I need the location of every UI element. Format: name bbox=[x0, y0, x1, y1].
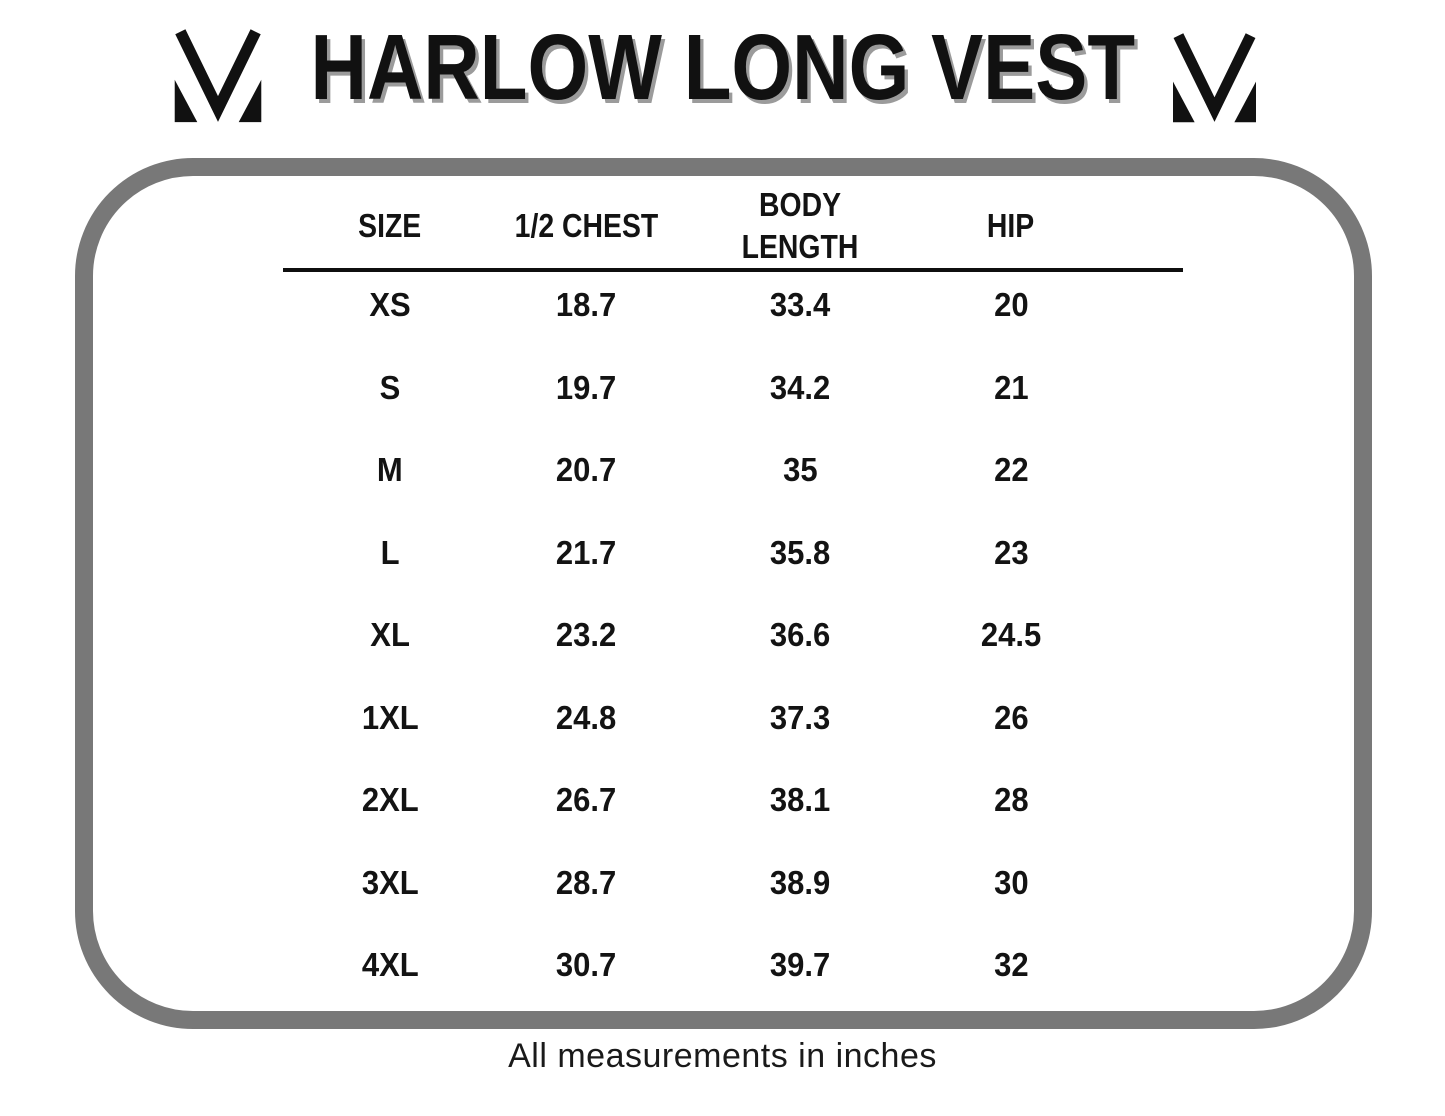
hip-cell: 32 bbox=[993, 946, 1029, 984]
hip-cell: 24.5 bbox=[980, 616, 1042, 654]
table-row: 3XL 28.7 38.9 30 bbox=[287, 842, 1101, 925]
hip-cell: 21 bbox=[993, 368, 1029, 406]
half-chest-cell: 18.7 bbox=[555, 286, 617, 324]
half-chest-cell: 21.7 bbox=[555, 533, 617, 571]
table-row: XS 18.7 33.4 20 bbox=[287, 264, 1101, 347]
body-length-cell: 33.4 bbox=[769, 286, 831, 324]
hip-cell: 28 bbox=[993, 781, 1029, 819]
table-body: XS 18.7 33.4 20 S 19.7 34.2 21 M 20.7 35 22 L 21.7 35.… bbox=[287, 264, 1101, 1007]
size-cell: S bbox=[379, 368, 401, 406]
table-row: 2XL 26.7 38.1 28 bbox=[287, 759, 1101, 842]
half-chest-cell: 23.2 bbox=[555, 616, 617, 654]
column-header-hip: HIP bbox=[987, 207, 1035, 244]
half-chest-cell: 19.7 bbox=[555, 368, 617, 406]
m-monogram-icon bbox=[1173, 33, 1256, 123]
half-chest-cell: 28.7 bbox=[555, 863, 617, 901]
size-cell: M bbox=[377, 451, 403, 489]
body-length-cell: 38.1 bbox=[769, 781, 831, 819]
table-row: M 20.7 35 22 bbox=[287, 429, 1101, 512]
size-cell: XS bbox=[369, 286, 411, 324]
column-header-size: SIZE bbox=[358, 207, 422, 244]
table-row: L 21.7 35.8 23 bbox=[287, 512, 1101, 595]
body-length-cell: 35.8 bbox=[769, 533, 831, 571]
size-cell: 3XL bbox=[361, 863, 419, 901]
hip-cell: 23 bbox=[993, 533, 1029, 571]
body-length-cell: 34.2 bbox=[769, 368, 831, 406]
body-length-cell: 35 bbox=[782, 451, 818, 489]
half-chest-cell: 20.7 bbox=[555, 451, 617, 489]
page-title-text: HARLOW LONG VEST bbox=[310, 15, 1135, 119]
hip-cell: 30 bbox=[993, 863, 1029, 901]
hip-cell: 26 bbox=[993, 698, 1029, 736]
m-monogram-icon bbox=[174, 29, 262, 123]
half-chest-cell: 24.8 bbox=[555, 698, 617, 736]
size-cell: L bbox=[380, 533, 400, 571]
table-frame-border bbox=[75, 158, 1372, 1029]
hip-cell: 22 bbox=[993, 451, 1029, 489]
size-cell: 2XL bbox=[361, 781, 419, 819]
body-length-cell: 38.9 bbox=[769, 863, 831, 901]
table-row: 4XL 30.7 39.7 32 bbox=[287, 924, 1101, 1007]
table-header-row: SIZE 1/2 CHEST BODY LENGTH HIP bbox=[287, 184, 1101, 266]
size-cell: XL bbox=[370, 616, 410, 654]
column-header-half-chest: 1/2 CHEST bbox=[514, 207, 658, 244]
table-row: XL 23.2 36.6 24.5 bbox=[287, 594, 1101, 677]
half-chest-cell: 26.7 bbox=[555, 781, 617, 819]
measurements-note: All measurements in inches bbox=[508, 1037, 937, 1075]
column-header-body-length: BODY LENGTH bbox=[741, 186, 859, 265]
hip-cell: 20 bbox=[993, 286, 1029, 324]
table-row: S 19.7 34.2 21 bbox=[287, 347, 1101, 430]
table-row: 1XL 24.8 37.3 26 bbox=[287, 677, 1101, 760]
size-cell: 4XL bbox=[361, 946, 419, 984]
body-length-cell: 37.3 bbox=[769, 698, 831, 736]
size-cell: 1XL bbox=[361, 698, 419, 736]
body-length-cell: 39.7 bbox=[769, 946, 831, 984]
half-chest-cell: 30.7 bbox=[555, 946, 617, 984]
header-divider-line bbox=[283, 268, 1183, 272]
body-length-cell: 36.6 bbox=[769, 616, 831, 654]
page-title: HARLOW LONG VEST bbox=[0, 21, 1445, 114]
